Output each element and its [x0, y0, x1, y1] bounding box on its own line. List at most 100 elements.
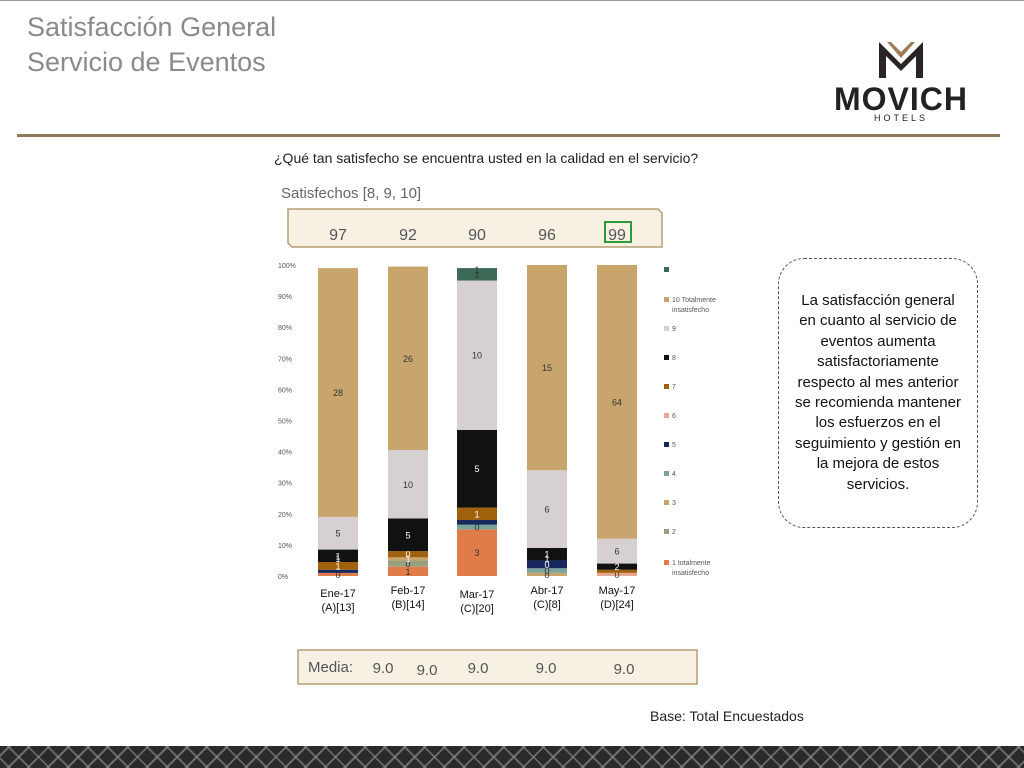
satisfied-value: 97 [329, 227, 347, 244]
legend-swatch [664, 355, 669, 360]
bar-segment [457, 429, 497, 508]
category-label: Feb-17 [391, 585, 426, 597]
legend-swatch [664, 529, 669, 534]
satisfied-value: 92 [399, 227, 417, 244]
bar-segment [597, 538, 637, 564]
bar-segment [527, 572, 567, 576]
bar-segment [597, 265, 637, 539]
y-tick-label: 0% [278, 574, 288, 581]
commentary-box: La satisfacción general en cuanto al ser… [778, 258, 978, 528]
legend-label: 2 [672, 529, 676, 536]
data-label: 1 [474, 509, 479, 519]
category-label: May-17 [599, 585, 636, 597]
legend-swatch [664, 413, 669, 418]
media-value: 9.0 [373, 660, 394, 677]
y-tick-label: 70% [278, 356, 292, 363]
legend-swatch [664, 267, 669, 272]
top-border [0, 0, 1024, 1]
legend-swatch [664, 297, 669, 302]
data-label: 1 [335, 551, 340, 561]
bar-segment [457, 507, 497, 521]
bar-segment [388, 266, 428, 451]
bar-segment [457, 524, 497, 530]
category-label: (A)[13] [321, 602, 354, 614]
data-label: 15 [542, 363, 552, 373]
bar-segment [527, 548, 567, 561]
data-label: 0 [405, 559, 410, 569]
media-value: 9.0 [468, 660, 489, 677]
y-tick-label: 80% [278, 325, 292, 332]
media-banner [297, 649, 698, 685]
footer-band [0, 746, 1024, 768]
bar-segment [318, 549, 358, 563]
data-label: 5 [474, 464, 479, 474]
bar-segment [527, 470, 567, 549]
bar-segment [318, 268, 358, 517]
y-tick-label: 50% [278, 419, 292, 426]
data-label: 5 [335, 529, 340, 539]
data-label: 0 [544, 560, 549, 570]
y-tick-label: 30% [278, 481, 292, 488]
data-label: 1 [474, 270, 479, 280]
bar-segment [457, 268, 497, 281]
y-tick-label: 10% [278, 543, 292, 550]
y-tick-label: 100% [278, 263, 296, 270]
category-label: Abr-17 [530, 585, 563, 597]
legend-label: 3 [672, 500, 676, 507]
satisfied-label: Satisfechos [8, 9, 10] [281, 185, 422, 202]
bar-segment [527, 265, 567, 471]
base-note: Base: Total Encuestados [650, 708, 804, 724]
bar-segment [388, 557, 428, 561]
satisfied-value: 90 [468, 227, 486, 244]
satisfied-value: 99 [608, 227, 626, 244]
data-label: 0 [474, 523, 479, 533]
slide-title-line2: Servicio de Eventos [27, 47, 266, 77]
data-label: 28 [333, 388, 343, 398]
satisfied-banner [287, 208, 663, 248]
data-label: 1 [405, 554, 410, 564]
data-label: 10 [472, 351, 482, 361]
data-label: 0 [405, 550, 410, 560]
movich-logo-icon [879, 42, 923, 78]
bar-segment [388, 560, 428, 567]
legend-label: 6 [672, 413, 676, 420]
footer-pattern-overlay [0, 746, 1024, 768]
category-label: Ene-17 [320, 588, 355, 600]
legend-swatch [664, 471, 669, 476]
bar-segment [318, 516, 358, 550]
legend-swatch [664, 560, 669, 565]
media-value: 9.0 [536, 660, 557, 677]
legend-label: insatisfecho [672, 307, 709, 314]
bar-segment [597, 572, 637, 576]
data-label: 5 [405, 530, 410, 540]
survey-question: ¿Qué tan satisfecho se encuentra usted e… [274, 150, 699, 166]
bar-segment [457, 520, 497, 525]
category-label: (C)[8] [533, 599, 561, 611]
bar-segment [527, 560, 567, 569]
data-label: 1 [544, 550, 549, 560]
bar-segment [388, 518, 428, 552]
data-label: 1 [474, 265, 479, 275]
legend-label: 10 Totalmente [672, 297, 716, 304]
bar-segment [527, 568, 567, 573]
legend-swatch [664, 500, 669, 505]
category-label: (B)[14] [391, 599, 424, 611]
data-label: 2 [614, 562, 619, 572]
legend-label: 9 [672, 326, 676, 333]
slide-title-line1: Satisfacción General [27, 12, 277, 42]
satisfied-highlight-box [604, 221, 632, 243]
media-label: Media: [308, 659, 353, 676]
legend-label: insatisfecho [672, 570, 709, 577]
category-label: (C)[20] [460, 603, 494, 615]
legend-label: 8 [672, 355, 676, 362]
legend-swatch [664, 384, 669, 389]
bar-segment [597, 569, 637, 573]
legend-swatch [664, 442, 669, 447]
satisfied-value: 96 [538, 227, 556, 244]
bar-segment [388, 566, 428, 576]
bar-segment [457, 529, 497, 576]
bar-segment [388, 551, 428, 558]
data-label: 0 [544, 570, 549, 580]
data-label: 0 [614, 570, 619, 580]
y-tick-label: 40% [278, 450, 292, 457]
